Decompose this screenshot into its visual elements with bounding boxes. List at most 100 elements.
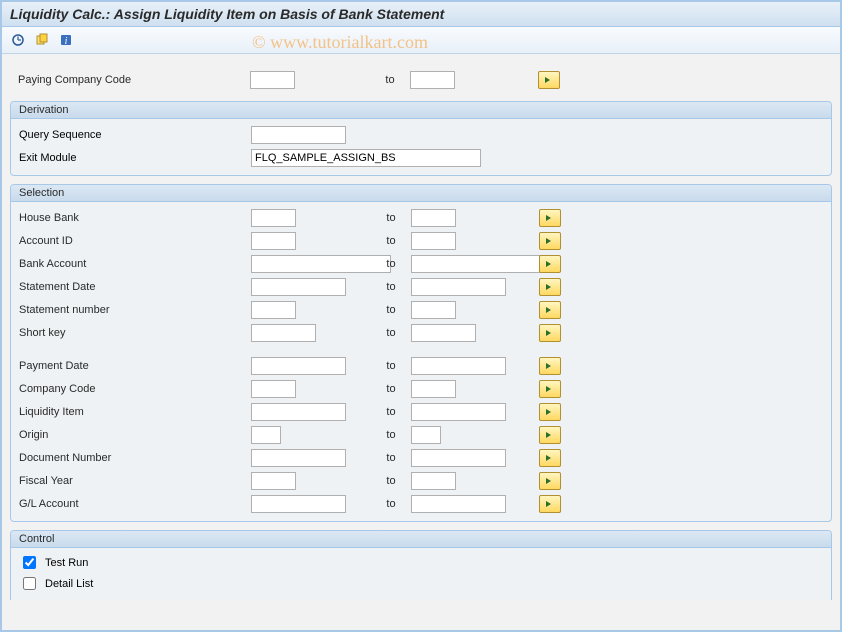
field-label: Fiscal Year bbox=[11, 475, 251, 487]
info-icon[interactable]: i bbox=[56, 30, 76, 50]
to-input[interactable] bbox=[411, 449, 506, 467]
to-input[interactable] bbox=[411, 403, 506, 421]
from-input[interactable] bbox=[251, 426, 281, 444]
to-label: to bbox=[371, 452, 411, 464]
multiple-selection-button[interactable] bbox=[539, 426, 561, 444]
to-label: to bbox=[371, 498, 411, 510]
from-input[interactable] bbox=[251, 232, 296, 250]
selection-row: Account ID to bbox=[11, 229, 831, 252]
page-title: Liquidity Calc.: Assign Liquidity Item o… bbox=[2, 2, 840, 27]
to-label: to bbox=[371, 258, 411, 270]
selection-row: Origin to bbox=[11, 423, 831, 446]
to-label: to bbox=[371, 383, 411, 395]
field-label: Company Code bbox=[11, 383, 251, 395]
to-label: to bbox=[371, 475, 411, 487]
to-input[interactable] bbox=[411, 255, 551, 273]
field-label: Statement number bbox=[11, 304, 251, 316]
selection-row: G/L Account to bbox=[11, 492, 831, 515]
derivation-title: Derivation bbox=[11, 102, 831, 119]
paying-company-code-to[interactable] bbox=[410, 71, 455, 89]
multiple-selection-button[interactable] bbox=[539, 380, 561, 398]
field-label: Payment Date bbox=[11, 360, 251, 372]
paying-company-code-label: Paying Company Code bbox=[10, 74, 250, 86]
from-input[interactable] bbox=[251, 495, 346, 513]
to-input[interactable] bbox=[411, 357, 506, 375]
from-input[interactable] bbox=[251, 403, 346, 421]
to-input[interactable] bbox=[411, 324, 476, 342]
selection-row: Short keyto bbox=[11, 321, 831, 344]
selection-row: Liquidity Item to bbox=[11, 400, 831, 423]
from-input[interactable] bbox=[251, 255, 391, 273]
selection-row: Company Code to bbox=[11, 377, 831, 400]
control-title: Control bbox=[11, 531, 831, 548]
variant-icon[interactable] bbox=[32, 30, 52, 50]
from-input[interactable] bbox=[251, 357, 346, 375]
field-label: Document Number bbox=[11, 452, 251, 464]
multiple-selection-button[interactable] bbox=[539, 232, 561, 250]
field-label: Account ID bbox=[11, 235, 251, 247]
selection-row: Statement Dateto bbox=[11, 275, 831, 298]
test-run-label: Test Run bbox=[45, 557, 88, 569]
field-label: Statement Date bbox=[11, 281, 251, 293]
multiple-selection-button[interactable] bbox=[539, 301, 561, 319]
from-input[interactable] bbox=[251, 301, 296, 319]
exit-module-label: Exit Module bbox=[11, 152, 251, 164]
test-run-row: Test Run bbox=[11, 552, 831, 573]
multiple-selection-button[interactable] bbox=[539, 472, 561, 490]
query-sequence-input[interactable] bbox=[251, 126, 346, 144]
detail-list-label: Detail List bbox=[45, 578, 93, 590]
to-label: to bbox=[371, 212, 411, 224]
field-label: Short key bbox=[11, 327, 251, 339]
field-label: Liquidity Item bbox=[11, 406, 251, 418]
from-input[interactable] bbox=[251, 472, 296, 490]
exit-module-input[interactable] bbox=[251, 149, 481, 167]
field-label: House Bank bbox=[11, 212, 251, 224]
from-input[interactable] bbox=[251, 324, 316, 342]
to-input[interactable] bbox=[411, 209, 456, 227]
selection-row: Document Number to bbox=[11, 446, 831, 469]
to-label: to bbox=[371, 406, 411, 418]
to-input[interactable] bbox=[411, 495, 506, 513]
to-input[interactable] bbox=[411, 380, 456, 398]
multiple-selection-button[interactable] bbox=[539, 357, 561, 375]
to-input[interactable] bbox=[411, 232, 456, 250]
to-label: to bbox=[370, 74, 410, 86]
paying-company-code-row: Paying Company Code to bbox=[10, 68, 832, 91]
multiple-selection-button[interactable] bbox=[539, 209, 561, 227]
multiple-selection-button[interactable] bbox=[539, 495, 561, 513]
derivation-group: Derivation Query Sequence Exit Module bbox=[10, 101, 832, 176]
detail-list-row: Detail List bbox=[11, 573, 831, 594]
to-label: to bbox=[371, 304, 411, 316]
query-sequence-row: Query Sequence bbox=[11, 123, 831, 146]
multiple-selection-button[interactable] bbox=[539, 255, 561, 273]
selection-title: Selection bbox=[11, 185, 831, 202]
multiple-selection-button[interactable] bbox=[539, 324, 561, 342]
content-area: Paying Company Code to Derivation Query … bbox=[2, 54, 840, 600]
from-input[interactable] bbox=[251, 209, 296, 227]
multiple-selection-button[interactable] bbox=[539, 449, 561, 467]
multiple-selection-button[interactable] bbox=[539, 403, 561, 421]
test-run-checkbox[interactable] bbox=[23, 556, 36, 569]
field-label: G/L Account bbox=[11, 498, 251, 510]
from-input[interactable] bbox=[251, 449, 346, 467]
control-group: Control Test Run Detail List bbox=[10, 530, 832, 600]
detail-list-checkbox[interactable] bbox=[23, 577, 36, 590]
selection-row: House Bank to bbox=[11, 206, 831, 229]
execute-icon[interactable] bbox=[8, 30, 28, 50]
from-input[interactable] bbox=[251, 278, 346, 296]
paying-company-code-from[interactable] bbox=[250, 71, 295, 89]
to-label: to bbox=[371, 429, 411, 441]
field-label: Origin bbox=[11, 429, 251, 441]
toolbar: i bbox=[2, 27, 840, 54]
to-input[interactable] bbox=[411, 472, 456, 490]
from-input[interactable] bbox=[251, 380, 296, 398]
to-input[interactable] bbox=[411, 426, 441, 444]
selection-row: Fiscal Year to bbox=[11, 469, 831, 492]
to-input[interactable] bbox=[411, 278, 506, 296]
multiple-selection-button[interactable] bbox=[539, 278, 561, 296]
to-input[interactable] bbox=[411, 301, 456, 319]
to-label: to bbox=[371, 235, 411, 247]
selection-row: Statement number to bbox=[11, 298, 831, 321]
svg-text:i: i bbox=[65, 36, 68, 47]
multiple-selection-button[interactable] bbox=[538, 71, 560, 89]
